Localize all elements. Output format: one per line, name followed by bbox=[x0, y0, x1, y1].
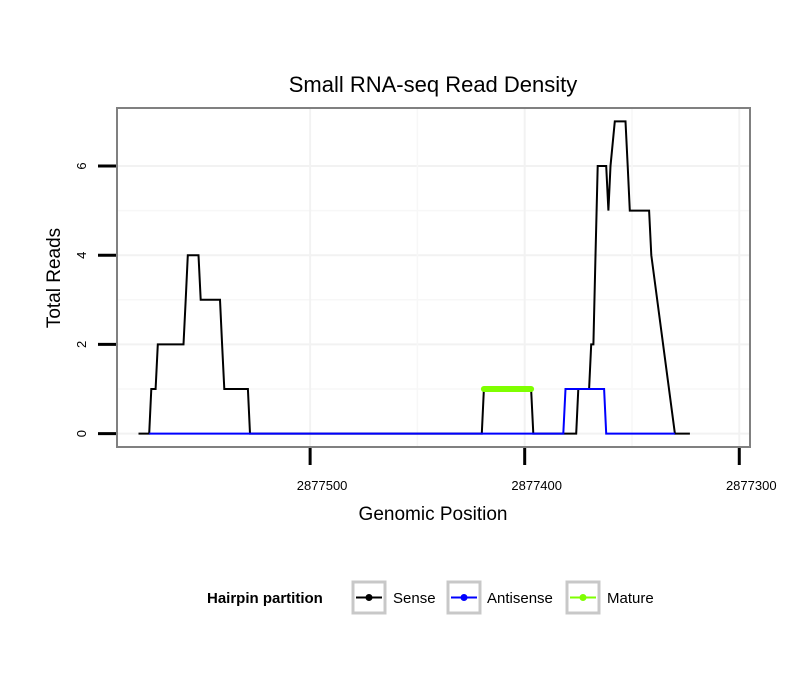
chart-title: Small RNA-seq Read Density bbox=[289, 72, 578, 97]
legend-dot-antisense bbox=[460, 594, 468, 601]
y-tick-label: 0 bbox=[74, 430, 89, 437]
y-axis: 0 2 4 6 bbox=[74, 162, 116, 437]
series-layer bbox=[138, 120, 690, 435]
x-axis-title: Genomic Position bbox=[359, 504, 508, 525]
legend-item-sense: Sense bbox=[351, 580, 436, 615]
legend-dot-mature bbox=[579, 594, 587, 601]
x-tick-label: 2877500 bbox=[297, 478, 348, 493]
plot-panel bbox=[117, 108, 750, 447]
y-tick-label: 2 bbox=[74, 341, 89, 348]
x-axis: 2877500 2877400 2877300 bbox=[297, 448, 777, 493]
plot-border bbox=[116, 107, 751, 448]
y-axis-title: Total Reads bbox=[44, 228, 65, 328]
x-tick-label: 2877300 bbox=[726, 478, 777, 493]
legend-label-mature: Mature bbox=[607, 590, 654, 607]
legend-label-antisense: Antisense bbox=[487, 590, 553, 607]
x-tick-label: 2877400 bbox=[511, 478, 562, 493]
series-line-antisense bbox=[149, 388, 675, 435]
legend-item-mature: Mature bbox=[565, 580, 654, 615]
series-line-sense bbox=[138, 120, 690, 435]
legend-item-antisense: Antisense bbox=[446, 580, 553, 615]
legend-dot-sense bbox=[365, 594, 373, 601]
y-tick-label: 6 bbox=[74, 162, 89, 169]
legend-label-sense: Sense bbox=[393, 590, 436, 607]
legend-title: Hairpin partition bbox=[207, 590, 323, 607]
y-tick-label: 4 bbox=[74, 252, 89, 259]
legend: Hairpin partition Sense Antisense Mature bbox=[207, 580, 654, 615]
